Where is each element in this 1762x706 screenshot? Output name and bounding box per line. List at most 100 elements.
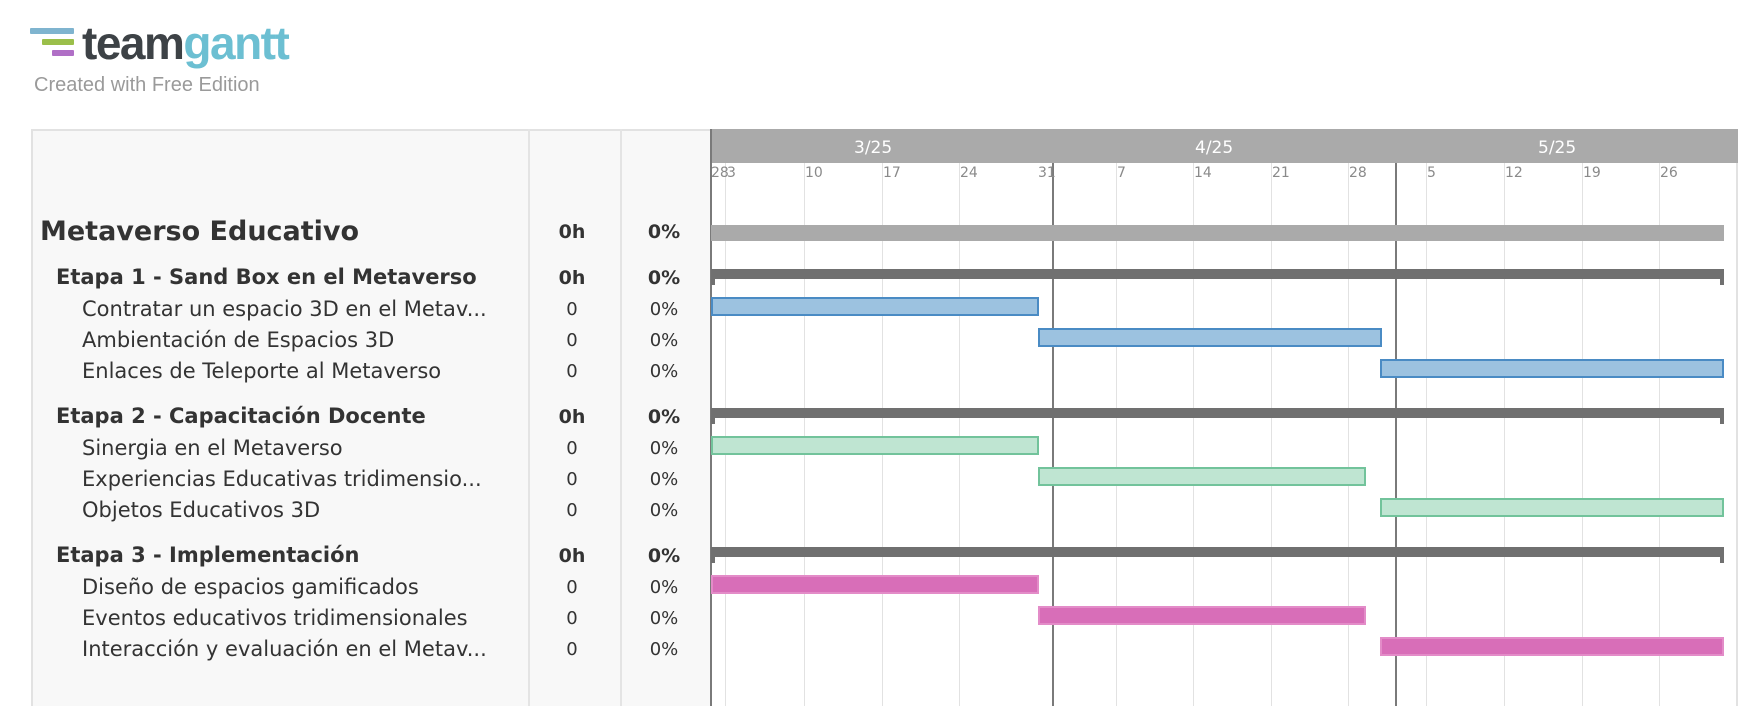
task-bar[interactable] — [711, 436, 1039, 455]
task-hours: 0 — [566, 330, 578, 351]
task-hours: 0 — [566, 608, 578, 629]
group-percent: 0% — [647, 545, 681, 567]
week-label: 14 — [1194, 165, 1212, 181]
week-label: 17 — [883, 165, 901, 181]
task-name[interactable]: Diseño de espacios gamificados — [82, 575, 419, 599]
week-label: 7 — [1117, 165, 1126, 181]
task-percent: 0% — [649, 608, 679, 629]
group-percent: 0% — [647, 267, 681, 289]
task-bar[interactable] — [1380, 359, 1724, 378]
task-name[interactable]: Contratar un espacio 3D en el Metav... — [82, 297, 487, 321]
logo-word-team: team — [82, 17, 185, 69]
week-label: 12 — [1505, 165, 1523, 181]
logo-bars-icon — [30, 28, 76, 58]
week-gridline — [804, 163, 805, 706]
week-gridline — [1582, 163, 1583, 706]
group-bar-tick — [1720, 557, 1724, 563]
task-name[interactable]: Experiencias Educativas tridimensio... — [82, 467, 482, 491]
logo-bar — [52, 50, 74, 56]
task-bar[interactable] — [1038, 467, 1366, 486]
week-gridline — [1348, 163, 1349, 706]
group-bar[interactable] — [711, 408, 1724, 424]
week-gridline — [959, 163, 960, 706]
task-percent: 0% — [649, 469, 679, 490]
task-list-panel — [31, 129, 710, 706]
week-label: 3 — [727, 165, 736, 181]
week-gridline — [1426, 163, 1427, 706]
task-hours: 0 — [566, 577, 578, 598]
task-bar[interactable] — [1380, 498, 1724, 517]
task-percent: 0% — [649, 500, 679, 521]
group-percent: 0% — [647, 406, 681, 428]
week-label: 5 — [1427, 165, 1436, 181]
task-bar[interactable] — [711, 297, 1039, 316]
task-percent: 0% — [649, 577, 679, 598]
logo-tagline: Created with Free Edition — [34, 74, 260, 96]
week-gridline — [1116, 163, 1117, 706]
week-gridline — [1271, 163, 1272, 706]
group-name[interactable]: Etapa 2 - Capacitación Docente — [56, 404, 426, 428]
week-gridline — [882, 163, 883, 706]
task-name[interactable]: Interacción y evaluación en el Metav... — [82, 637, 487, 661]
week-label: 28 — [711, 165, 729, 181]
task-hours: 0 — [566, 500, 578, 521]
group-bar-tick — [711, 279, 715, 285]
task-hours: 0 — [566, 469, 578, 490]
project-percent: 0% — [647, 221, 681, 243]
column-divider — [620, 129, 622, 706]
group-bar-tick — [711, 418, 715, 424]
task-name[interactable]: Eventos educativos tridimensionales — [82, 606, 468, 630]
month-label: 4/25 — [1195, 138, 1234, 158]
month-label: 3/25 — [854, 138, 893, 158]
week-label: 19 — [1583, 165, 1601, 181]
group-bar-tick — [1720, 418, 1724, 424]
month-header: 3/25 4/25 5/25 — [711, 129, 1738, 163]
project-hours: 0h — [558, 221, 586, 243]
week-label: 31 — [1038, 165, 1056, 181]
task-bar[interactable] — [1038, 606, 1366, 625]
task-hours: 0 — [566, 639, 578, 660]
logo-bar — [42, 39, 74, 45]
group-bar-tick — [1720, 279, 1724, 285]
task-percent: 0% — [649, 639, 679, 660]
task-hours: 0 — [566, 361, 578, 382]
week-gridline — [725, 163, 726, 706]
task-percent: 0% — [649, 299, 679, 320]
group-hours: 0h — [558, 545, 586, 567]
group-bar[interactable] — [711, 269, 1724, 285]
task-name[interactable]: Objetos Educativos 3D — [82, 498, 321, 522]
logo-bar — [30, 28, 74, 34]
task-hours: 0 — [566, 438, 578, 459]
group-hours: 0h — [558, 406, 586, 428]
task-name[interactable]: Enlaces de Teleporte al Metaverso — [82, 359, 442, 383]
task-bar[interactable] — [1038, 328, 1382, 347]
task-name[interactable]: Ambientación de Espacios 3D — [82, 328, 395, 352]
week-gridline — [1504, 163, 1505, 706]
logo-word-gantt: gantt — [183, 17, 289, 69]
task-hours: 0 — [566, 299, 578, 320]
task-bar[interactable] — [711, 575, 1039, 594]
week-label: 24 — [960, 165, 978, 181]
week-label: 26 — [1660, 165, 1678, 181]
project-name[interactable]: Metaverso Educativo — [40, 216, 360, 247]
group-name[interactable]: Etapa 1 - Sand Box en el Metaverso — [56, 265, 477, 289]
project-bar[interactable] — [711, 225, 1724, 241]
month-gridline — [1052, 163, 1054, 706]
task-percent: 0% — [649, 361, 679, 382]
week-label: 10 — [805, 165, 823, 181]
group-hours: 0h — [558, 267, 586, 289]
task-name[interactable]: Sinergia en el Metaverso — [82, 436, 343, 460]
teamgantt-logo: teamgantt Created with Free Edition — [30, 17, 330, 102]
week-gridline — [1659, 163, 1660, 706]
week-gridline — [1193, 163, 1194, 706]
week-label: 21 — [1272, 165, 1290, 181]
logo-wordmark: teamgantt — [82, 16, 290, 70]
month-gridline — [1395, 163, 1397, 706]
column-divider — [528, 129, 530, 706]
group-name[interactable]: Etapa 3 - Implementación — [56, 543, 360, 567]
task-percent: 0% — [649, 330, 679, 351]
task-bar[interactable] — [1380, 637, 1724, 656]
group-bar[interactable] — [711, 547, 1724, 563]
task-percent: 0% — [649, 438, 679, 459]
week-label: 28 — [1349, 165, 1367, 181]
